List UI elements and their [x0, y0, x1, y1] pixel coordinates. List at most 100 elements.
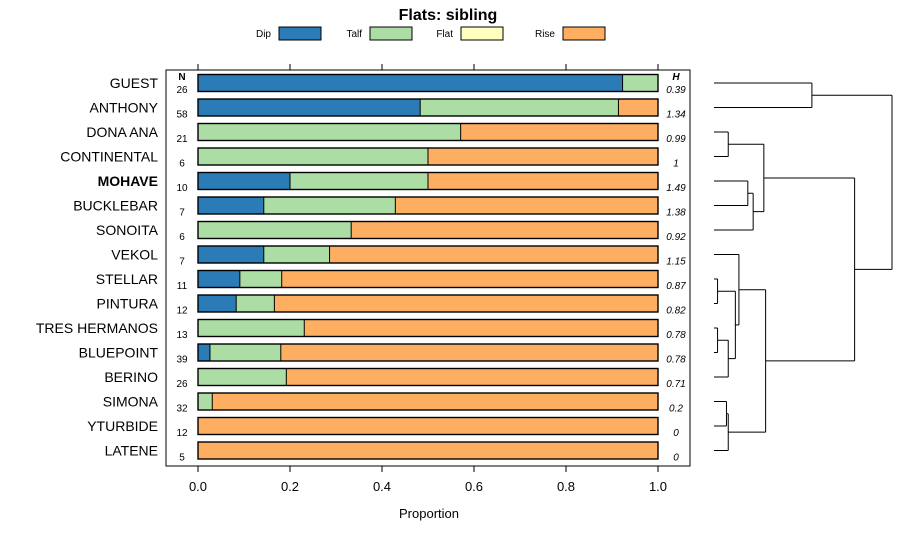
bar-segment-rise [395, 197, 658, 214]
category-label: SONOITA [96, 222, 159, 238]
x-axis-title: Proportion [399, 506, 459, 521]
n-value: 58 [176, 110, 188, 121]
h-value: 0.39 [666, 85, 686, 96]
row-vekol: VEKOL 7 1.15 [111, 245, 686, 268]
n-value: 6 [179, 159, 185, 170]
bar-outline [197, 73, 659, 93]
h-value: 1.15 [666, 257, 686, 268]
n-value: 21 [176, 134, 188, 145]
h-value: 1 [673, 159, 679, 170]
bar-segment-talf [209, 344, 281, 361]
category-label: BUCKLEBAR [73, 198, 158, 214]
bar-segment-talf [198, 368, 287, 386]
n-value: 13 [176, 330, 188, 341]
h-value: 1.34 [666, 110, 686, 121]
category-label: GUEST [110, 75, 159, 91]
bar-segment-rise [212, 393, 658, 410]
legend-swatch-flat [460, 26, 504, 41]
row-yturbide: YTURBIDE 12 0 [87, 416, 679, 439]
bar-segment-talf [239, 270, 282, 288]
bar-segment-dip [198, 172, 290, 190]
legend-swatch-dip [278, 26, 322, 41]
legend: Dip Talf Flat Rise [256, 26, 606, 41]
n-value: 11 [177, 281, 188, 292]
bar-outline [197, 245, 659, 264]
bar-segment-rise [329, 246, 658, 263]
chart-title: Flats: sibling [399, 7, 498, 24]
bar-segment-rise [428, 172, 658, 190]
row-continental: CONTINENTAL 6 1 [60, 147, 679, 170]
legend-label-rise: Rise [535, 29, 555, 40]
h-value: 0.2 [669, 404, 683, 415]
row-sonoita: SONOITA 6 0.92 [96, 220, 686, 243]
n-value: 6 [179, 232, 185, 243]
bar-outline [197, 392, 659, 411]
bar-segment-talf [198, 393, 213, 410]
bar-outline [197, 416, 659, 436]
bar-segment-dip [198, 246, 264, 263]
x-tick-label: 0.0 [189, 479, 207, 494]
n-value: 12 [176, 306, 188, 317]
plot-panel [165, 69, 691, 467]
n-value: 26 [176, 85, 188, 96]
row-tres-hermanos: TRES HERMANOS 13 0.78 [36, 318, 686, 341]
row-simona: SIMONA 32 0.2 [103, 392, 683, 415]
category-label: PINTURA [97, 296, 159, 312]
category-label: BERINO [104, 369, 158, 385]
row-bluepoint: BLUEPOINT 39 0.78 [79, 343, 686, 366]
bar-segment-talf [198, 319, 305, 337]
category-label: TRES HERMANOS [36, 320, 158, 336]
category-label: SIMONA [103, 394, 159, 410]
h-value: 0 [673, 453, 679, 464]
bar-segment-talf [263, 197, 396, 214]
row-berino: BERINO 26 0.71 [104, 367, 686, 390]
h-value: 0.87 [666, 281, 686, 292]
bar-outline [197, 122, 659, 142]
n-value: 7 [179, 208, 185, 219]
category-label: BLUEPOINT [79, 345, 159, 361]
row-guest: GUEST 26 0.39 [110, 73, 686, 96]
legend-label-flat: Flat [436, 29, 453, 40]
bar-segment-rise [280, 344, 658, 361]
category-label: MOHAVE [98, 173, 158, 189]
bar-segment-rise [274, 295, 658, 312]
bar-outline [197, 318, 659, 338]
bar-segment-dip [198, 74, 623, 92]
n-value: 26 [176, 379, 188, 390]
x-tick-label: 0.6 [465, 479, 483, 494]
row-mohave: MOHAVE 10 1.49 [98, 171, 686, 194]
h-value: 0.78 [666, 355, 686, 366]
h-value: 0.99 [666, 134, 686, 145]
n-value: 10 [176, 183, 188, 194]
bar-segment-rise [198, 442, 658, 459]
bar-segment-rise [198, 417, 658, 435]
category-label: DONA ANA [86, 124, 158, 140]
category-label: STELLAR [96, 271, 158, 287]
bar-outline [197, 171, 659, 191]
n-value: 5 [179, 453, 185, 464]
n-value: 7 [179, 257, 185, 268]
category-label: VEKOL [111, 247, 158, 263]
bar-outline [197, 269, 659, 289]
row-stellar: STELLAR 11 0.87 [96, 269, 686, 292]
x-axis: 0.0 0.2 0.4 0.6 0.8 1.0 [189, 64, 667, 494]
bar-segment-rise [428, 148, 658, 165]
row-anthony: ANTHONY 58 1.34 [90, 98, 686, 121]
bar-segment-dip [198, 344, 210, 361]
row-bucklebar: BUCKLEBAR 7 1.38 [73, 196, 686, 219]
bar-segment-talf [198, 123, 461, 141]
row-dona-ana: DONA ANA 21 0.99 [86, 122, 686, 145]
bar-segment-talf [263, 246, 330, 263]
h-column-header: H [672, 72, 680, 83]
bar-segment-rise [304, 319, 658, 337]
bar-segment-talf [622, 74, 658, 92]
bar-segment-dip [198, 197, 264, 214]
row-latene: LATENE 5 0 [105, 441, 679, 464]
bar-segment-talf [198, 221, 352, 239]
n-value: 12 [176, 428, 188, 439]
bar-outline [197, 98, 659, 117]
bar-segment-dip [198, 99, 421, 116]
bar-outline [197, 294, 659, 313]
h-value: 0.71 [666, 379, 685, 390]
